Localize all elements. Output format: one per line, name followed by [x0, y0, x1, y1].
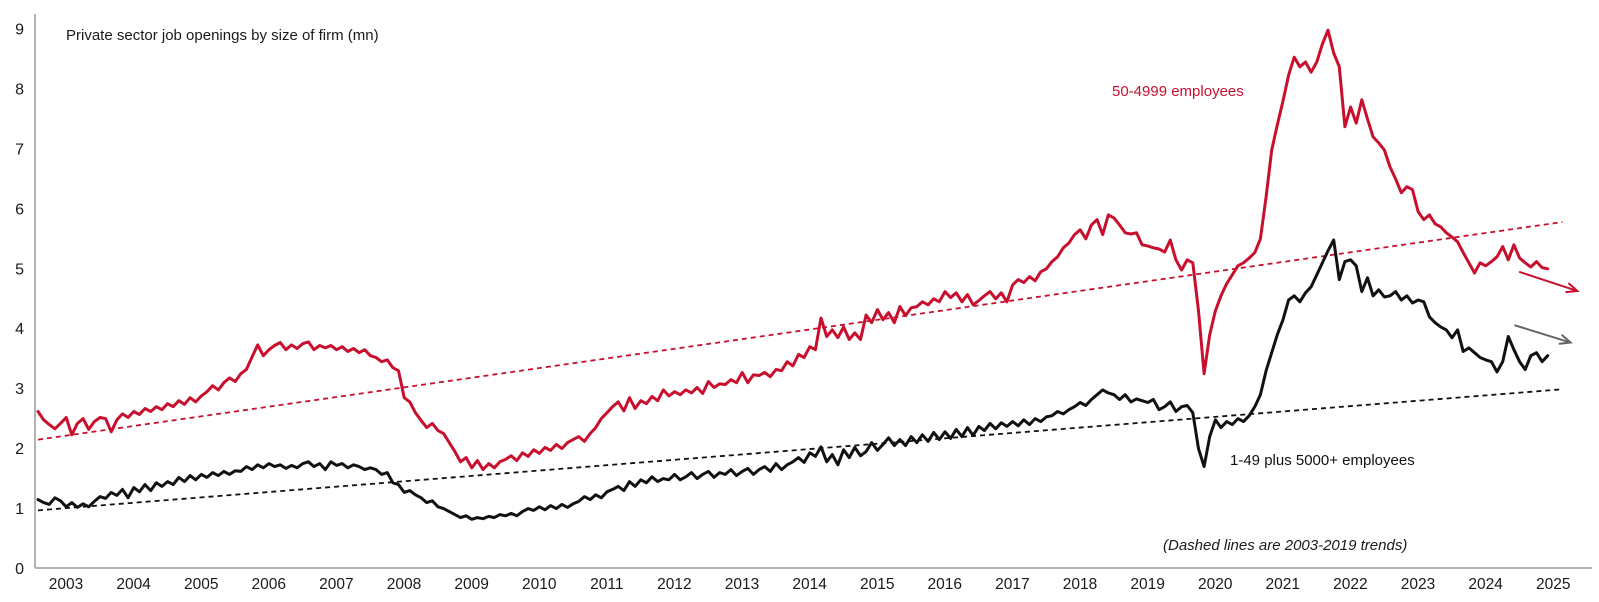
y-tick-label-7: 7 [15, 141, 24, 158]
x-tick-label-2016: 2016 [928, 576, 962, 593]
x-tick-label-2012: 2012 [657, 576, 691, 593]
y-tick-label-3: 3 [15, 381, 24, 398]
x-tick-label-2017: 2017 [995, 576, 1029, 593]
x-tick-label-2023: 2023 [1401, 576, 1435, 593]
gray-outlook-arrow-head [1558, 334, 1573, 345]
y-tick-label-0: 0 [15, 561, 24, 578]
red-outlook-arrow-head [1565, 282, 1580, 294]
x-tick-label-2009: 2009 [454, 576, 488, 593]
x-tick-label-2021: 2021 [1266, 576, 1300, 593]
series-label-50-4999: 50-4999 employees [1112, 83, 1244, 100]
y-tick-label-8: 8 [15, 81, 24, 98]
x-tick-label-2011: 2011 [590, 576, 623, 593]
series-line-50-4999 [36, 28, 1550, 472]
y-tick-label-2: 2 [15, 441, 24, 458]
trend-50-4999-2003-2019 [37, 221, 1563, 441]
x-tick-label-2007: 2007 [319, 576, 353, 593]
gray-outlook-arrow [1514, 324, 1571, 344]
x-tick-label-2018: 2018 [1063, 576, 1097, 593]
trend-1-49-5000-2003-2019 [37, 388, 1563, 512]
x-tick-label-2020: 2020 [1198, 576, 1233, 593]
x-tick-label-2022: 2022 [1333, 576, 1367, 593]
y-tick-label-6: 6 [15, 201, 24, 218]
series-label-1-49-plus-5000: 1-49 plus 5000+ employees [1230, 452, 1415, 469]
x-tick-label-2025: 2025 [1536, 576, 1570, 593]
y-tick-label-1: 1 [15, 501, 24, 518]
x-tick-label-2003: 2003 [49, 576, 83, 593]
y-tick-label-5: 5 [15, 261, 24, 278]
y-tick-label-4: 4 [15, 321, 24, 338]
x-tick-label-2010: 2010 [522, 576, 557, 593]
x-tick-label-2004: 2004 [116, 576, 151, 593]
x-tick-label-2015: 2015 [860, 576, 894, 593]
y-tick-label-9: 9 [15, 22, 24, 39]
x-tick-label-2024: 2024 [1468, 576, 1503, 593]
x-tick-label-2008: 2008 [387, 576, 421, 593]
red-outlook-arrow [1518, 270, 1578, 292]
trend-note: (Dashed lines are 2003-2019 trends) [1163, 537, 1408, 554]
x-tick-label-2019: 2019 [1130, 576, 1164, 593]
chart-title: Private sector job openings by size of f… [66, 27, 379, 44]
x-tick-label-2013: 2013 [725, 576, 759, 593]
x-tick-label-2006: 2006 [252, 576, 286, 593]
x-tick-label-2014: 2014 [792, 576, 827, 593]
series-line-1-49-plus-5000 [36, 238, 1550, 521]
x-tick-label-2005: 2005 [184, 576, 218, 593]
